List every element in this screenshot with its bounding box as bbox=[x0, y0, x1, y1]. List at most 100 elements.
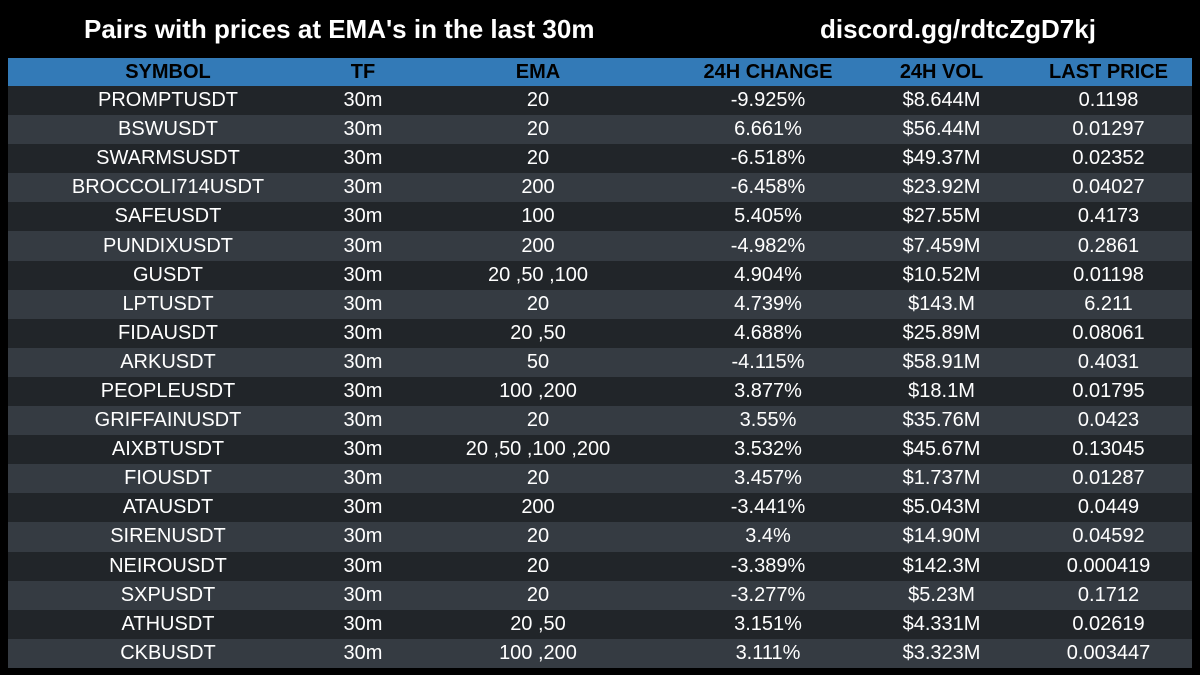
change-cell: 3.457% bbox=[734, 467, 802, 490]
change-cell: -6.458% bbox=[730, 176, 806, 199]
table-row: PUNDIXUSDT 30m 200 -4.982% $7.459M 0.2861 bbox=[8, 231, 1192, 261]
table-row: ARKUSDT 30m 50 -4.115% $58.91M 0.4031 bbox=[8, 347, 1192, 377]
change-cell: -6.518% bbox=[730, 147, 806, 170]
tf-cell: 30m bbox=[343, 176, 383, 199]
symbol-cell: AIXBTUSDT bbox=[111, 438, 225, 461]
ema-cell: 20 bbox=[526, 147, 550, 170]
volume-cell: $35.76M bbox=[902, 409, 981, 432]
symbol-cell: ATAUSDT bbox=[122, 496, 214, 519]
price-cell: 0.04592 bbox=[1072, 525, 1145, 548]
ema-cell: 20 ,50 ,100 ,200 bbox=[465, 438, 611, 461]
change-cell: 3.532% bbox=[734, 438, 802, 461]
tf-cell: 30m bbox=[343, 496, 383, 519]
price-cell: 0.2861 bbox=[1077, 234, 1140, 257]
page-title: Pairs with prices at EMA's in the last 3… bbox=[84, 14, 595, 44]
tf-cell: 30m bbox=[343, 641, 383, 664]
change-cell: 3.111% bbox=[735, 641, 801, 664]
tf-cell: 30m bbox=[343, 89, 383, 112]
column-header-tf: TF bbox=[350, 61, 376, 83]
pairs-table: SYMBOL TF EMA 24H CHANGE 24H VOL LAST PR… bbox=[8, 58, 1192, 668]
table-row: BROCCOLI714USDT 30m 200 -6.458% $23.92M 0.040… bbox=[8, 173, 1192, 203]
symbol-cell: FIDAUSDT bbox=[118, 321, 218, 344]
tf-cell: 30m bbox=[343, 379, 383, 402]
volume-cell: $8.644M bbox=[902, 89, 981, 112]
volume-cell: $56.44M bbox=[902, 118, 981, 141]
column-header-last-price: LAST PRICE bbox=[1049, 61, 1168, 83]
volume-cell: $49.37M bbox=[902, 147, 981, 170]
table-row: ATHUSDT 30m 20 ,50 3.151% $4.331M 0.02619 bbox=[8, 609, 1192, 639]
table-row: SAFEUSDT 30m 100 5.405% $27.55M 0.4173 bbox=[8, 202, 1192, 232]
price-cell: 0.4173 bbox=[1077, 205, 1140, 228]
tf-cell: 30m bbox=[343, 438, 383, 461]
ema-cell: 100 bbox=[521, 205, 555, 228]
price-cell: 0.02352 bbox=[1072, 147, 1145, 170]
table-row: SWARMSUSDT 30m 20 -6.518% $49.37M 0.02352 bbox=[8, 144, 1192, 174]
symbol-cell: ATHUSDT bbox=[121, 612, 215, 635]
tf-cell: 30m bbox=[343, 583, 383, 606]
volume-cell: $5.043M bbox=[902, 496, 981, 519]
tf-cell: 30m bbox=[343, 409, 383, 432]
price-cell: 0.02619 bbox=[1072, 612, 1145, 635]
change-cell: 3.55% bbox=[739, 409, 797, 432]
price-cell: 0.4031 bbox=[1077, 350, 1140, 373]
price-cell: 0.01795 bbox=[1072, 379, 1145, 402]
table-row: GUSDT 30m 20 ,50 ,100 4.904% $10.52M 0.01198 bbox=[8, 260, 1192, 290]
symbol-cell: CKBUSDT bbox=[120, 641, 216, 664]
tf-cell: 30m bbox=[343, 467, 383, 490]
change-cell: -9.925% bbox=[730, 89, 806, 112]
symbol-cell: BROCCOLI714USDT bbox=[71, 176, 265, 199]
ema-cell: 20 bbox=[526, 89, 550, 112]
table-row: CKBUSDT 30m 100 ,200 3.111% $3.323M 0.003447 bbox=[8, 638, 1192, 668]
change-cell: 4.688% bbox=[734, 321, 802, 344]
ema-cell: 20 bbox=[526, 118, 550, 141]
table-row: FIOUSDT 30m 20 3.457% $1.737M 0.01287 bbox=[8, 464, 1192, 494]
ema-cell: 20 bbox=[526, 409, 550, 432]
ema-cell: 100 ,200 bbox=[499, 641, 577, 664]
price-cell: 0.01198 bbox=[1073, 263, 1144, 286]
discord-link[interactable]: discord.gg/rdtcZgD7kj bbox=[820, 14, 1096, 44]
symbol-cell: ARKUSDT bbox=[120, 350, 216, 373]
symbol-cell: SWARMSUSDT bbox=[96, 147, 240, 170]
tf-cell: 30m bbox=[343, 205, 383, 228]
tf-cell: 30m bbox=[343, 292, 383, 315]
change-cell: 6.661% bbox=[734, 118, 802, 141]
column-header-24h-vol: 24H VOL bbox=[899, 61, 984, 83]
price-cell: 0.1712 bbox=[1077, 583, 1140, 606]
price-cell: 0.1198 bbox=[1078, 89, 1139, 112]
ema-cell: 20 bbox=[526, 554, 550, 577]
tf-cell: 30m bbox=[343, 525, 383, 548]
volume-cell: $142.3M bbox=[902, 554, 981, 577]
table-row: SIRENUSDT 30m 20 3.4% $14.90M 0.04592 bbox=[8, 522, 1192, 552]
symbol-cell: GRIFFAINUSDT bbox=[94, 409, 242, 432]
table-row: PROMPTUSDT 30m 20 -9.925% $8.644M 0.1198 bbox=[8, 86, 1192, 116]
change-cell: 3.4% bbox=[745, 525, 791, 548]
ema-cell: 100 ,200 bbox=[499, 379, 577, 402]
volume-cell: $14.90M bbox=[902, 525, 981, 548]
table-row: LPTUSDT 30m 20 4.739% $143.M 6.211 bbox=[8, 289, 1192, 319]
change-cell: 4.904% bbox=[734, 263, 802, 286]
ema-cell: 200 bbox=[521, 496, 555, 519]
tf-cell: 30m bbox=[343, 147, 383, 170]
change-cell: 3.877% bbox=[734, 379, 802, 402]
table-row: ATAUSDT 30m 200 -3.441% $5.043M 0.0449 bbox=[8, 493, 1192, 523]
change-cell: -3.441% bbox=[730, 496, 806, 519]
table-row: SXPUSDT 30m 20 -3.277% $5.23M 0.1712 bbox=[8, 580, 1192, 610]
table-row: FIDAUSDT 30m 20 ,50 4.688% $25.89M 0.08061 bbox=[8, 318, 1192, 348]
volume-cell: $25.89M bbox=[902, 321, 981, 344]
ema-cell: 20 bbox=[526, 467, 550, 490]
change-cell: -3.389% bbox=[730, 554, 806, 577]
price-cell: 0.04027 bbox=[1072, 176, 1145, 199]
volume-cell: $4.331M bbox=[902, 612, 981, 635]
column-header-24h-change: 24H CHANGE bbox=[703, 61, 833, 83]
tf-cell: 30m bbox=[343, 321, 383, 344]
tf-cell: 30m bbox=[343, 234, 383, 257]
symbol-cell: LPTUSDT bbox=[122, 292, 214, 315]
tf-cell: 30m bbox=[343, 263, 383, 286]
volume-cell: $5.23M bbox=[908, 583, 975, 606]
ema-cell: 20 ,50 bbox=[510, 321, 566, 344]
ema-cell: 50 bbox=[526, 350, 550, 373]
volume-cell: $10.52M bbox=[902, 263, 981, 286]
ema-cell: 20 ,50 ,100 bbox=[487, 263, 589, 286]
column-header-symbol: SYMBOL bbox=[125, 61, 211, 83]
change-cell: 4.739% bbox=[734, 292, 802, 315]
